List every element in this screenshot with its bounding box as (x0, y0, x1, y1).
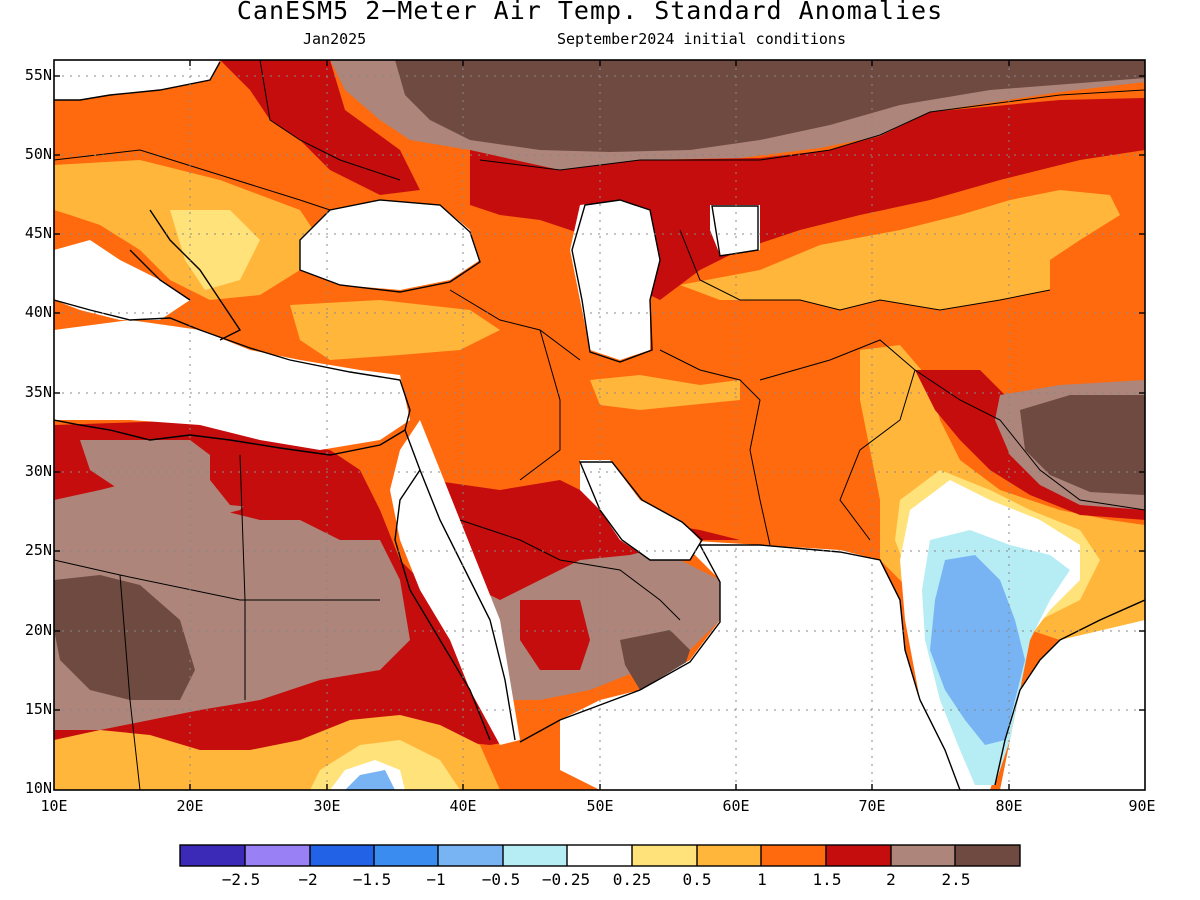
colorbar-label-2: −2 (298, 870, 318, 889)
lake-aral (710, 205, 760, 255)
lat-label-30n: 30N (24, 462, 52, 480)
graticule (54, 60, 1145, 790)
colorbar (179, 844, 1021, 867)
colorbar-label-5: −0.5 (481, 870, 521, 889)
coast-aral (711, 205, 759, 257)
coast-baltic (54, 61, 221, 101)
border-iran-east (659, 349, 771, 546)
coast-red-sea (394, 429, 516, 741)
border-kazakhstan-russia (479, 89, 1145, 171)
colorbar-label-11: 2 (886, 870, 896, 889)
colorbar-swatch-1 (180, 845, 245, 866)
sea-italy-west (54, 240, 190, 320)
border-saudi (459, 519, 681, 621)
country-borders (54, 60, 1145, 790)
colorbar-swatch-6 (503, 845, 567, 866)
lon-label-60e: 60E (722, 797, 750, 815)
coast-persian-gulf (578, 461, 703, 561)
anomaly-yellow-centralasia (680, 190, 1120, 310)
coast-italy-balkans (129, 209, 242, 341)
lat-label-25n: 25N (24, 541, 52, 559)
border-himalaya (914, 369, 1145, 511)
lat-label-10n: 10N (24, 779, 52, 797)
lon-label-50e: 50E (586, 797, 614, 815)
colorbar-label-3: −1.5 (352, 870, 392, 889)
lat-label-40n: 40N (24, 303, 52, 321)
anomaly-red-arabia (430, 480, 740, 600)
anomaly-yellow-turkey (290, 300, 500, 360)
border-europe-2 (259, 60, 401, 181)
colorbar-swatch-4 (374, 845, 438, 866)
lat-label-20n: 20N (24, 621, 52, 639)
colorbar-swatch-10 (761, 845, 826, 866)
colorbar-swatch-2 (245, 845, 310, 866)
colorbar-label-10: 1.5 (812, 870, 842, 889)
map-title: CanESM5 2−Meter Air Temp. Standard Anoma… (236, 0, 944, 25)
coastlines (54, 61, 1145, 790)
anomaly-field (54, 60, 1145, 790)
colorbar-label-1: −2.5 (221, 870, 261, 889)
lat-label-35n: 35N (24, 383, 52, 401)
anomaly-red-europe (220, 60, 420, 195)
sea-red (390, 420, 520, 745)
anomaly-lightyellow-balkans (170, 210, 260, 290)
colorbar-label-4: −1 (426, 870, 446, 889)
colorbar-swatch-5 (438, 845, 503, 866)
initial-conditions: September2024 initial conditions (557, 30, 846, 48)
lat-label-45n: 45N (24, 224, 52, 242)
sea-arabian (560, 540, 960, 790)
sea-mediterranean (54, 320, 410, 450)
anomaly-red-egypt (210, 440, 340, 510)
anomaly-blue-india (930, 555, 1025, 745)
colorbar-label-6: −0.25 (541, 870, 591, 889)
anomaly-darkbrown-tibet (1020, 395, 1145, 495)
border-africa (54, 454, 380, 790)
forecast-month: Jan2025 (303, 30, 367, 48)
lon-label-20e: 20E (176, 797, 204, 815)
sea-caspian (570, 200, 660, 360)
sea-baltic (54, 60, 220, 100)
lat-label-15n: 15N (24, 700, 52, 718)
colorbar-swatch-8 (632, 845, 697, 866)
lon-label-80e: 80E (995, 797, 1023, 815)
anomaly-blue-sudan (345, 770, 395, 790)
lon-label-70e: 70E (858, 797, 886, 815)
border-europe-1 (54, 149, 331, 211)
coast-arabia-india (519, 544, 961, 790)
border-iraq (449, 289, 581, 481)
lon-label-90e: 90E (1128, 797, 1156, 815)
sea-black (300, 200, 480, 290)
colorbar-swatch-13 (955, 845, 1020, 866)
lat-label-50n: 50N (24, 145, 52, 163)
coast-india-east (994, 599, 1145, 786)
colorbar-label-8: 0.5 (682, 870, 712, 889)
axis-ticks (54, 60, 1145, 790)
colorbar-swatch-9 (697, 845, 761, 866)
lat-label-55n: 55N (24, 66, 52, 84)
colorbar-swatch-12 (891, 845, 955, 866)
sea-persian-gulf (580, 460, 700, 560)
coast-north-africa (54, 299, 411, 456)
lon-label-10e: 10E (40, 797, 68, 815)
colorbar-label-9: 1 (757, 870, 767, 889)
anomaly-yellow-iran (590, 375, 740, 410)
colorbar-swatch-3 (310, 845, 374, 866)
anomaly-red-yemen (520, 600, 590, 670)
colorbar-swatch-7 (567, 845, 632, 866)
border-afghanistan-pakistan (759, 339, 916, 541)
lon-label-40e: 40E (449, 797, 477, 815)
colorbar-label-12: 2.5 (941, 870, 971, 889)
coast-black-sea (299, 199, 481, 293)
colorbar-label-7: 0.25 (612, 870, 652, 889)
coast-caspian (571, 199, 661, 363)
lon-label-30e: 30E (313, 797, 341, 815)
border-central-asia (679, 229, 1051, 311)
anomaly-darkbrown-north (395, 60, 1145, 152)
sea-bay-of-bengal (1000, 620, 1145, 790)
colorbar-swatch-11 (826, 845, 891, 866)
